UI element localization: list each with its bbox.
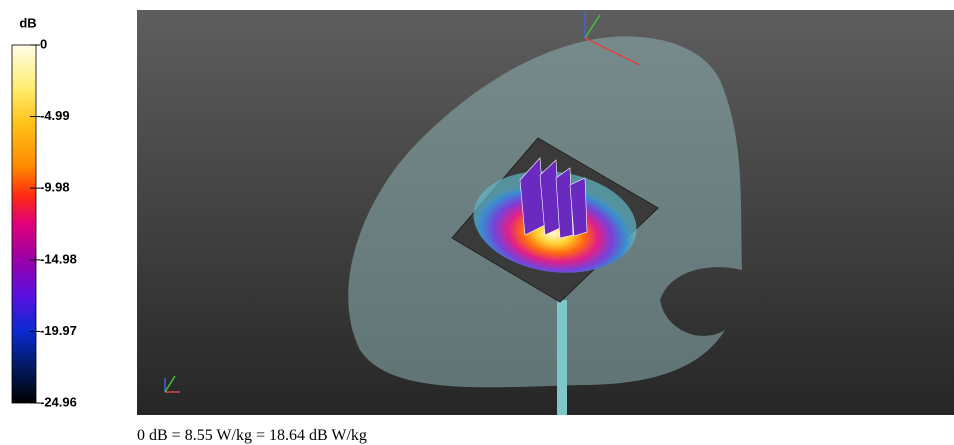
- tick-label: -24.96: [40, 394, 77, 409]
- caption: 0 dB = 8.55 W/kg = 18.64 dB W/kg: [137, 427, 367, 444]
- probe-stick: [557, 300, 567, 415]
- tick-label: -14.98: [40, 251, 77, 266]
- tick-label: -19.97: [40, 323, 77, 338]
- tick-label: -9.98: [40, 180, 70, 195]
- tick-label: 0: [40, 36, 47, 51]
- sar-peaks: [519, 157, 588, 239]
- axes-gizmo: [164, 12, 641, 393]
- colorbar-unit: dB: [19, 15, 36, 30]
- tick-label: -4.99: [40, 108, 70, 123]
- colorbar: [11, 44, 37, 404]
